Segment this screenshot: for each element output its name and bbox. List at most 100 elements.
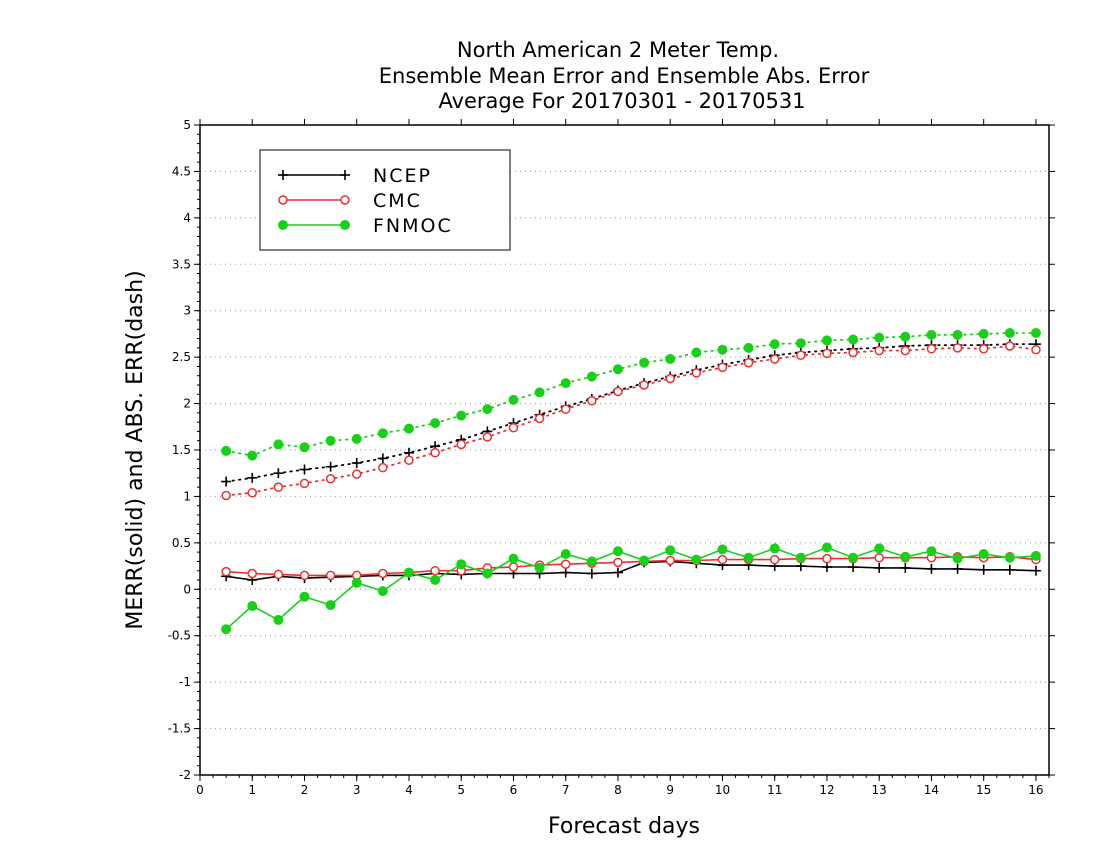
cmc-abs-error-point (900, 345, 911, 356)
title-line-1: North American 2 Meter Temp. (457, 38, 779, 62)
cmc-mean-error-point (273, 569, 284, 580)
ncep-mean-error-point (612, 567, 623, 578)
cmc-abs-error-point (978, 344, 989, 354)
ncep-mean-error-point (900, 562, 911, 573)
fnmoc-mean-error-point (534, 562, 545, 573)
fnmoc-mean-error-point (273, 614, 284, 625)
fnmoc-mean-error-line (225, 546, 1036, 630)
title-line-3: Average For 20170301 - 20170531 (438, 89, 805, 113)
ncep-mean-error-point (978, 564, 989, 575)
cmc-abs-error-point (508, 422, 519, 433)
cmc-abs-error-point (796, 350, 806, 361)
fnmoc-abs-error-point (430, 418, 441, 429)
y-tick-label: 3.5 (172, 257, 191, 271)
legend-item-fnmoc: FNMOC (278, 215, 453, 237)
fnmoc-mean-error-point (821, 542, 832, 553)
legend-label-fnmoc: FNMOC (373, 215, 453, 237)
fnmoc-abs-error-point (743, 342, 754, 353)
ncep-abs-error-point (221, 476, 232, 487)
cmc-abs-error-point (743, 357, 754, 368)
cmc-mean-error-point (874, 552, 884, 563)
gridlines (200, 170, 1049, 730)
legend-item-cmc: CMC (278, 190, 422, 212)
fnmoc-mean-error-point (247, 601, 258, 611)
legend-marker-left (278, 195, 288, 205)
fnmoc-mean-error-point (1030, 550, 1041, 561)
y-tick-label: 0 (183, 582, 191, 596)
ncep-mean-error-point (586, 568, 597, 579)
cmc-mean-error-point (613, 557, 623, 568)
series-cmc (221, 341, 1041, 581)
ncep-abs-error-point (377, 453, 388, 464)
ncep-mean-error-point (560, 567, 571, 578)
fnmoc-mean-error-point (612, 546, 623, 557)
fnmoc-mean-error-point (377, 586, 388, 597)
fnmoc-abs-error-point (900, 331, 911, 342)
cmc-mean-error-point (717, 554, 728, 565)
fnmoc-abs-error-point (247, 450, 258, 461)
fnmoc-mean-error-point (430, 575, 441, 585)
fnmoc-abs-error-point (665, 354, 676, 364)
fnmoc-mean-error-point (1004, 552, 1015, 563)
x-tick-label: 11 (767, 783, 782, 797)
cmc-mean-error-point (430, 565, 440, 576)
fnmoc-abs-error-point (351, 433, 362, 444)
fnmoc-abs-error-point (325, 435, 336, 446)
x-tick-label: 16 (1028, 783, 1043, 797)
legend-label-cmc: CMC (373, 190, 422, 212)
ncep-mean-error-point (874, 562, 885, 573)
cmc-mean-error-point (508, 562, 519, 572)
cmc-abs-error-point (1005, 341, 1015, 351)
ncep-abs-error-point (325, 461, 336, 472)
cmc-mean-error-point (378, 568, 388, 579)
y-tick-label: 0.5 (172, 536, 191, 550)
y-tick-label: -1.5 (168, 722, 191, 736)
fnmoc-mean-error-point (978, 549, 989, 559)
fnmoc-abs-error-point (299, 442, 310, 453)
legend: NCEP CMC FNMOC (259, 149, 511, 251)
cmc-abs-error-point (456, 439, 466, 450)
x-tick-label: 3 (353, 783, 361, 797)
cmc-mean-error-point (560, 559, 571, 569)
cmc-abs-error-point (587, 396, 597, 406)
fnmoc-abs-error-point (1030, 328, 1041, 338)
cmc-abs-error-point (430, 448, 440, 458)
fnmoc-abs-error-point (1004, 328, 1015, 338)
fnmoc-mean-error-point (586, 556, 597, 567)
cmc-mean-error-point (665, 555, 675, 566)
fnmoc-mean-error-point (717, 544, 728, 555)
y-tick-label: 4.5 (172, 164, 191, 178)
cmc-abs-error-point (848, 347, 858, 358)
x-tick-label: 10 (715, 783, 730, 797)
fnmoc-abs-error-point (952, 329, 963, 340)
legend-marker-right (340, 170, 350, 180)
ncep-abs-error-point (351, 458, 362, 468)
fnmoc-abs-error-point (534, 387, 545, 398)
legend-marker-left (278, 170, 288, 180)
y-tick-label: 5 (183, 118, 191, 132)
axis-ticks: -2-1.5-1-0.500.511.522.533.544.550 1 2 3 4 5 6… (168, 118, 1055, 797)
fnmoc-mean-error-point (874, 543, 885, 554)
cmc-mean-error-point (325, 570, 336, 581)
fnmoc-abs-error-point (691, 347, 702, 358)
cmc-abs-error-point (822, 348, 832, 359)
y-axis-title: MERR(solid) and ABS. ERR(dash) (123, 270, 148, 629)
fnmoc-abs-error-point (403, 423, 414, 434)
x-tick-label: 7 (562, 783, 570, 797)
fnmoc-abs-error-point (560, 378, 571, 389)
ncep-mean-error-point (821, 562, 832, 572)
cmc-abs-error-point (534, 413, 545, 424)
fnmoc-abs-error-line (225, 332, 1037, 457)
x-tick-label: 8 (614, 783, 622, 797)
series-fnmoc (221, 328, 1041, 635)
cmc-abs-error-point (482, 432, 493, 442)
cmc-mean-error-point (299, 570, 310, 581)
ncep-mean-error-point (1004, 564, 1015, 575)
cmc-abs-error-point (952, 343, 963, 353)
fnmoc-abs-error-point (821, 335, 832, 346)
y-tick-label: -1 (179, 675, 191, 689)
x-tick-label: 12 (819, 783, 834, 797)
cmc-abs-error-point (874, 345, 884, 356)
fnmoc-abs-error-point (639, 357, 650, 368)
chart-title: North American 2 Meter Temp. Ensemble Me… (379, 38, 870, 113)
